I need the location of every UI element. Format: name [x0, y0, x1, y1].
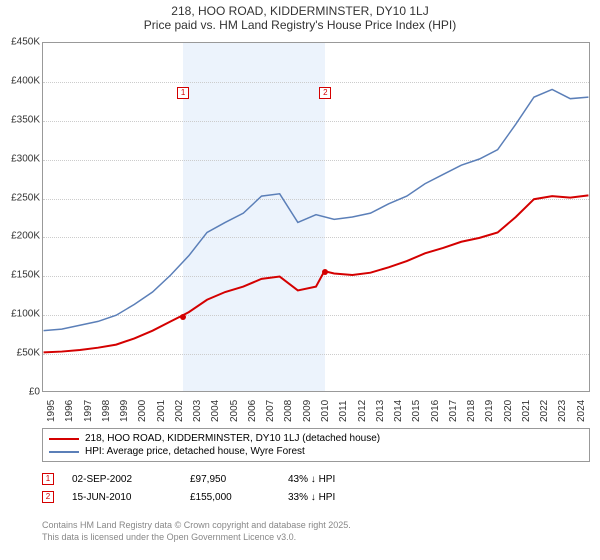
line-series-svg: [43, 43, 589, 391]
x-tick-label: 2016: [430, 400, 441, 422]
x-tick-label: 2019: [484, 400, 495, 422]
x-tick-label: 2023: [557, 400, 568, 422]
x-tick-label: 2003: [192, 400, 203, 422]
x-tick-label: 2024: [576, 400, 587, 422]
x-tick-label: 2001: [156, 400, 167, 422]
legend-label: HPI: Average price, detached house, Wyre…: [85, 446, 305, 457]
annotation-marker-icon: 1: [42, 473, 54, 485]
x-tick-label: 2015: [411, 400, 422, 422]
y-tick-label: £300K: [0, 153, 40, 164]
x-tick-label: 2000: [137, 400, 148, 422]
x-tick-label: 2006: [247, 400, 258, 422]
annotation-row: 1 02-SEP-2002 £97,950 43% ↓ HPI: [42, 470, 590, 488]
x-tick-label: 2013: [375, 400, 386, 422]
x-tick-label: 1998: [101, 400, 112, 422]
chart-container: 218, HOO ROAD, KIDDERMINSTER, DY10 1LJ P…: [0, 0, 600, 560]
chart-title-block: 218, HOO ROAD, KIDDERMINSTER, DY10 1LJ P…: [0, 0, 600, 32]
annotation-price: £155,000: [190, 492, 270, 503]
y-tick-label: £100K: [0, 309, 40, 320]
marker-dot: [180, 314, 186, 320]
annotation-date: 02-SEP-2002: [72, 474, 172, 485]
x-tick-label: 1999: [119, 400, 130, 422]
y-tick-label: £400K: [0, 75, 40, 86]
annotation-marker-icon: 2: [42, 491, 54, 503]
annotation-diff: 43% ↓ HPI: [288, 474, 388, 485]
x-tick-label: 2007: [265, 400, 276, 422]
x-tick-label: 2018: [466, 400, 477, 422]
annotation-table: 1 02-SEP-2002 £97,950 43% ↓ HPI 2 15-JUN…: [42, 470, 590, 506]
footer-line2: This data is licensed under the Open Gov…: [42, 532, 351, 544]
x-tick-label: 2009: [302, 400, 313, 422]
annotation-date: 15-JUN-2010: [72, 492, 172, 503]
y-tick-label: £0: [0, 387, 40, 398]
y-tick-label: £250K: [0, 192, 40, 203]
series-hpi: [44, 89, 589, 330]
legend-label: 218, HOO ROAD, KIDDERMINSTER, DY10 1LJ (…: [85, 433, 380, 444]
x-tick-label: 2020: [503, 400, 514, 422]
x-tick-label: 1995: [46, 400, 57, 422]
x-tick-label: 1996: [64, 400, 75, 422]
chart-title-line1: 218, HOO ROAD, KIDDERMINSTER, DY10 1LJ: [0, 4, 600, 18]
y-tick-label: £350K: [0, 114, 40, 125]
x-tick-label: 2011: [338, 400, 349, 422]
chart-title-line2: Price paid vs. HM Land Registry's House …: [0, 18, 600, 32]
footer: Contains HM Land Registry data © Crown c…: [42, 520, 351, 543]
legend-item-hpi: HPI: Average price, detached house, Wyre…: [49, 445, 583, 458]
plot-area: 12: [42, 42, 590, 392]
marker-label: 1: [177, 87, 189, 99]
y-tick-label: £200K: [0, 231, 40, 242]
x-tick-label: 2021: [521, 400, 532, 422]
x-tick-label: 2005: [229, 400, 240, 422]
annotation-diff: 33% ↓ HPI: [288, 492, 388, 503]
marker-label: 2: [319, 87, 331, 99]
series-price_paid: [44, 195, 589, 352]
annotation-price: £97,950: [190, 474, 270, 485]
legend: 218, HOO ROAD, KIDDERMINSTER, DY10 1LJ (…: [42, 428, 590, 462]
legend-swatch: [49, 451, 79, 453]
footer-line1: Contains HM Land Registry data © Crown c…: [42, 520, 351, 532]
legend-swatch: [49, 438, 79, 440]
x-tick-label: 2010: [320, 400, 331, 422]
x-tick-label: 1997: [83, 400, 94, 422]
x-tick-label: 2014: [393, 400, 404, 422]
x-tick-label: 2017: [448, 400, 459, 422]
x-tick-label: 2002: [174, 400, 185, 422]
y-tick-label: £50K: [0, 348, 40, 359]
legend-item-price-paid: 218, HOO ROAD, KIDDERMINSTER, DY10 1LJ (…: [49, 432, 583, 445]
annotation-row: 2 15-JUN-2010 £155,000 33% ↓ HPI: [42, 488, 590, 506]
x-tick-label: 2012: [357, 400, 368, 422]
x-tick-label: 2022: [539, 400, 550, 422]
y-tick-label: £150K: [0, 270, 40, 281]
marker-dot: [322, 269, 328, 275]
y-tick-label: £450K: [0, 37, 40, 48]
x-tick-label: 2008: [283, 400, 294, 422]
x-tick-label: 2004: [210, 400, 221, 422]
